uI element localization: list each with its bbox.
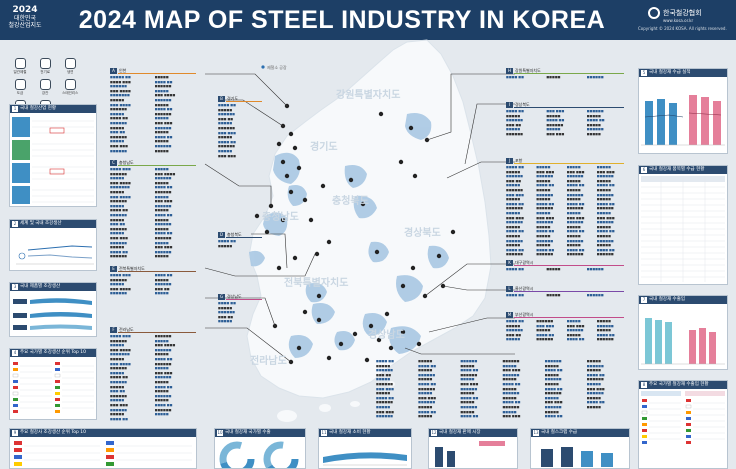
category-C: C 충청남도 ■■■■ ■■■ ■■■■■■ ■■■■■ ■■■ ■■■■ ■■■■■■■… (110, 160, 196, 262)
plating-icon: 도금 (10, 79, 30, 96)
islands (261, 333, 395, 422)
consumption-chart (323, 452, 407, 466)
panel-product-supply: 6 국내 철강재 품목별 수급 현황 (638, 165, 728, 285)
region-label-gyeongbuk: 경상북도 (404, 228, 441, 239)
category-K: K 대구광역시 ■■■■ ■■ ■■■■■ ■■■■■■ (506, 260, 624, 280)
subtitle-line1: 대한민국 (13, 15, 37, 22)
region-label-gyeonggi: 경기도 (310, 142, 338, 153)
category-G: G 경상남도 ■■■■ ■■ ■■■■■ ■■■■■■ ■■■ ■■ ■■■■■ (218, 294, 262, 330)
org-url: www.kosa.or.kr (663, 18, 694, 23)
panel-supply-demand: 5 국내 철강재 수급 실적 (638, 68, 728, 154)
panel-country-trade: 8 주요 국가별 철강재 수출입 현황 (638, 380, 728, 469)
category-A: A 인천 ■■■■■ ■■ ■■■■ ■■■ ■■■■■■ ■■■ ■■■■ ■■■■■■… (110, 68, 196, 160)
pipe-icon: 강관 (35, 79, 55, 96)
panel-consumption: 11 국내 철강재 소비 현황 (318, 428, 412, 469)
crude-steel-chart (16, 245, 94, 265)
year-text: 2024 (12, 5, 38, 15)
kosa-logo-icon (648, 7, 660, 19)
metro-areas (249, 113, 449, 358)
category-B: B 경기도 ■■■■ ■■ ■■■■■ ■■■■■■ ■■■ ■■ ■■■■■ ■■■■■■… (218, 96, 262, 162)
export-donut-charts (219, 441, 299, 469)
region-label-chungnam: 충청남도 (262, 212, 299, 223)
map-legend: 제철소 공장 (267, 64, 287, 70)
sales-market-chart (435, 441, 505, 467)
panel-industry-status: 1 국내 철강산업 현황 (9, 104, 97, 207)
furnace-icon: 일관제철 (10, 58, 30, 75)
electric-furnace-icon: 전기로 (35, 58, 55, 75)
region-label-gyeongnam: 경상남도 (368, 330, 405, 341)
category-F: F 전라남도 ■■■■ ■■■ ■■■■■■ ■■■■■ ■■■ ■■■■ ■■■■■■■… (110, 327, 196, 425)
company-list-south: ■■■■ ■■ ■■■■■ ■■■■■■ ■■■ ■■ ■■■■■ ■■■■■■ ■■■ ■… (376, 359, 605, 419)
category-I: I 경상북도 ■■■■ ■■ ■■■■■ ■■■■■■ ■■■ ■■ ■■■■■ ■■■■■… (506, 102, 624, 154)
page-title: 2024 MAP OF STEEL INDUSTRY IN KOREA (78, 6, 606, 34)
category-E: E 전북특별자치도 ■■■■ ■■■ ■■■■■■ ■■■■■ ■■■ ■■■■ ■■■■… (110, 266, 196, 302)
country-top10-table (12, 362, 94, 413)
korea-map: 제철소 공장 (204, 39, 515, 422)
product-supply-table (641, 176, 725, 282)
region-label-gangwon: 강원특별자치도 (336, 90, 401, 101)
panel-import-export: 7 국내 철강재 수출입 (638, 295, 728, 370)
panel-company-top10: 9 주요 철강사 조강생산 순위 Top 10 (9, 428, 197, 469)
subtitle-line2: 철강산업지도 (8, 22, 42, 29)
header-banner: 2024 대한민국 철강산업지도 2024 MAP OF STEEL INDUS… (0, 0, 736, 40)
year-badge: 2024 대한민국 철강산업지도 (8, 6, 42, 29)
category-L: L 울산광역시 ■■■■ ■■ ■■■■■ ■■■■■■ (506, 286, 624, 306)
category-D: D 충청북도 ■■■■ ■■ ■■■■■ (218, 232, 262, 252)
industry-status-table (12, 117, 94, 204)
panel-export-by-country: 10 국내 철강재 국가별 수출 (214, 428, 306, 469)
panel-crude-steel: 2 세계 및 국내 조강생산 (9, 219, 97, 271)
panel-scrap: 13 국내 철스크랩 수급 (530, 428, 630, 469)
scrap-chart (541, 447, 613, 467)
region-label-jeonnam: 전라남도 (250, 356, 287, 367)
region-label-jeonbuk: 전북특별자치도 (284, 278, 349, 289)
copyright: Copyright © 2024 KOSA. All rights reserv… (638, 26, 727, 31)
supply-demand-chart (641, 95, 725, 146)
panel-country-top10: 4 주요 국가별 조강생산 순위 Top 10 (9, 348, 97, 420)
panel-sales-market: 12 국내 철강재 판매 시장 (428, 428, 518, 469)
factory-markers (254, 103, 456, 365)
import-export-chart (641, 318, 725, 365)
region-label-chungbuk: 충청북도 (332, 196, 369, 207)
category-M: M 부산광역시 ■■■■ ■■ ■■■■■ ■■■■■■ ■■■ ■■ ■■■■■ ■■■■… (506, 312, 624, 360)
coil-icon: 냉연 (60, 58, 80, 75)
company-top10-table (14, 441, 192, 466)
org-logo: 한국철강협회 www.kosa.or.kr Copyright © 2024 K… (638, 7, 727, 31)
country-trade-table (641, 391, 725, 444)
org-name: 한국철강협회 (663, 9, 702, 17)
category-H: H 강원특별자치도 ■■■■ ■■ ■■■■■ ■■■■■■ (506, 68, 624, 88)
panel-product-steel: 3 국내 제품별 조강생산 (9, 282, 97, 337)
stainless-icon: 스테인리스 (60, 79, 80, 96)
category-J: J 포항 ■■■■ ■■ ■■■■■ ■■■■■■ ■■■ ■■ ■■■■■ ■■■■■■ ■… (506, 158, 624, 258)
product-steel-chart (13, 298, 92, 330)
leader-lines (204, 73, 515, 363)
